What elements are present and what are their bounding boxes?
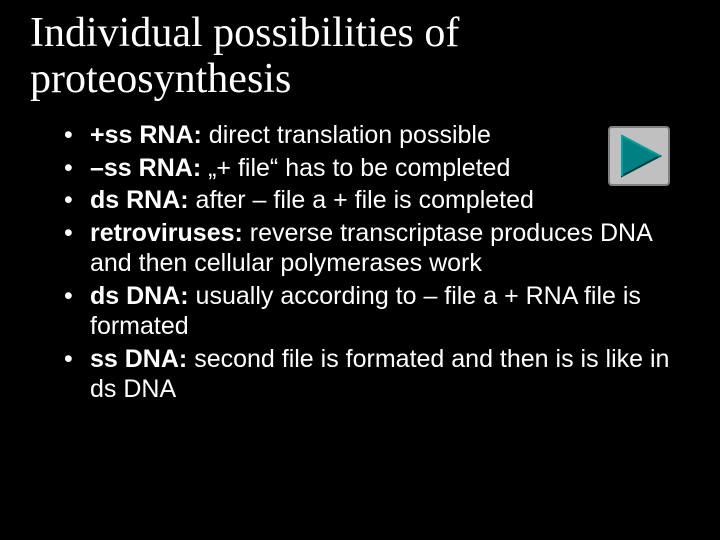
list-item: retroviruses: reverse transcriptase prod… <box>64 218 690 279</box>
list-item: ds RNA: after – file a + file is complet… <box>64 185 690 216</box>
bullet-text: „+ file“ has to be completed <box>201 154 510 182</box>
bullet-text: after – file a + file is completed <box>189 186 534 214</box>
bullet-lead: –ss RNA: <box>90 154 201 182</box>
bullet-list: +ss RNA: direct translation possible –ss… <box>30 120 690 405</box>
list-item: +ss RNA: direct translation possible <box>64 120 690 151</box>
list-item: ss DNA: second file is formated and then… <box>64 344 690 405</box>
bullet-text: direct translation possible <box>202 121 491 149</box>
bullet-lead: ss DNA: <box>90 345 187 373</box>
list-item: –ss RNA: „+ file“ has to be completed <box>64 153 690 184</box>
bullet-lead: ds RNA: <box>90 186 189 214</box>
slide-title: Individual possibilities of proteosynthe… <box>30 10 690 102</box>
bullet-lead: +ss RNA: <box>90 121 202 149</box>
next-slide-button[interactable] <box>608 126 670 186</box>
list-item: ds DNA: usually according to – file a + … <box>64 281 690 342</box>
slide: Individual possibilities of proteosynthe… <box>0 0 720 540</box>
bullet-lead: ds DNA: <box>90 282 189 310</box>
play-forward-icon <box>608 126 670 186</box>
bullet-lead: retroviruses: <box>90 219 243 247</box>
